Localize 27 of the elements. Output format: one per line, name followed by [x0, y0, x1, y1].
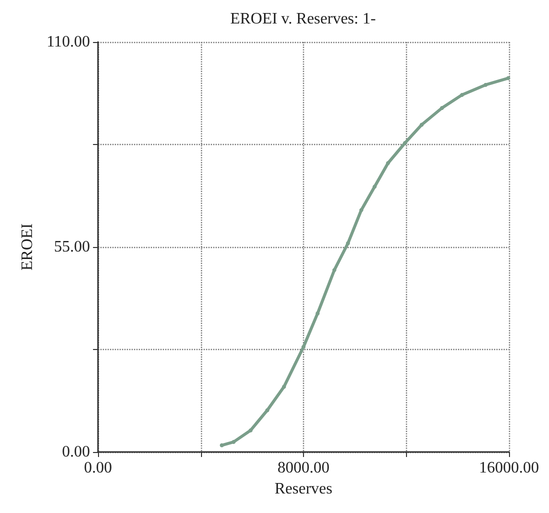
x-axis-title: Reserves: [274, 480, 332, 498]
point: [420, 122, 424, 127]
point: [506, 76, 510, 80]
point: [265, 408, 270, 412]
point: [440, 106, 444, 110]
point: [248, 428, 253, 432]
point: [316, 311, 320, 316]
point: [460, 92, 464, 97]
y-tick-label: 0.00: [62, 444, 90, 460]
y-tick-label: 55.00: [54, 238, 90, 256]
chart-title: EROEI v. Reserves: 1-: [230, 10, 376, 28]
point: [232, 440, 236, 444]
point: [346, 241, 350, 246]
point: [282, 384, 286, 389]
x-tick-label: 16000.00: [479, 460, 539, 476]
point: [332, 268, 336, 272]
point: [359, 208, 364, 212]
point: [302, 344, 306, 349]
x-tick-label: 8000.00: [278, 460, 330, 476]
point: [220, 443, 224, 448]
point: [402, 141, 407, 146]
y-axis-title: EROEI: [19, 223, 36, 271]
point: [386, 161, 390, 166]
point: [372, 184, 377, 189]
point: [484, 82, 488, 87]
x-tick-label: 0.00: [84, 460, 112, 476]
y-tick-label: 110.00: [46, 34, 90, 50]
